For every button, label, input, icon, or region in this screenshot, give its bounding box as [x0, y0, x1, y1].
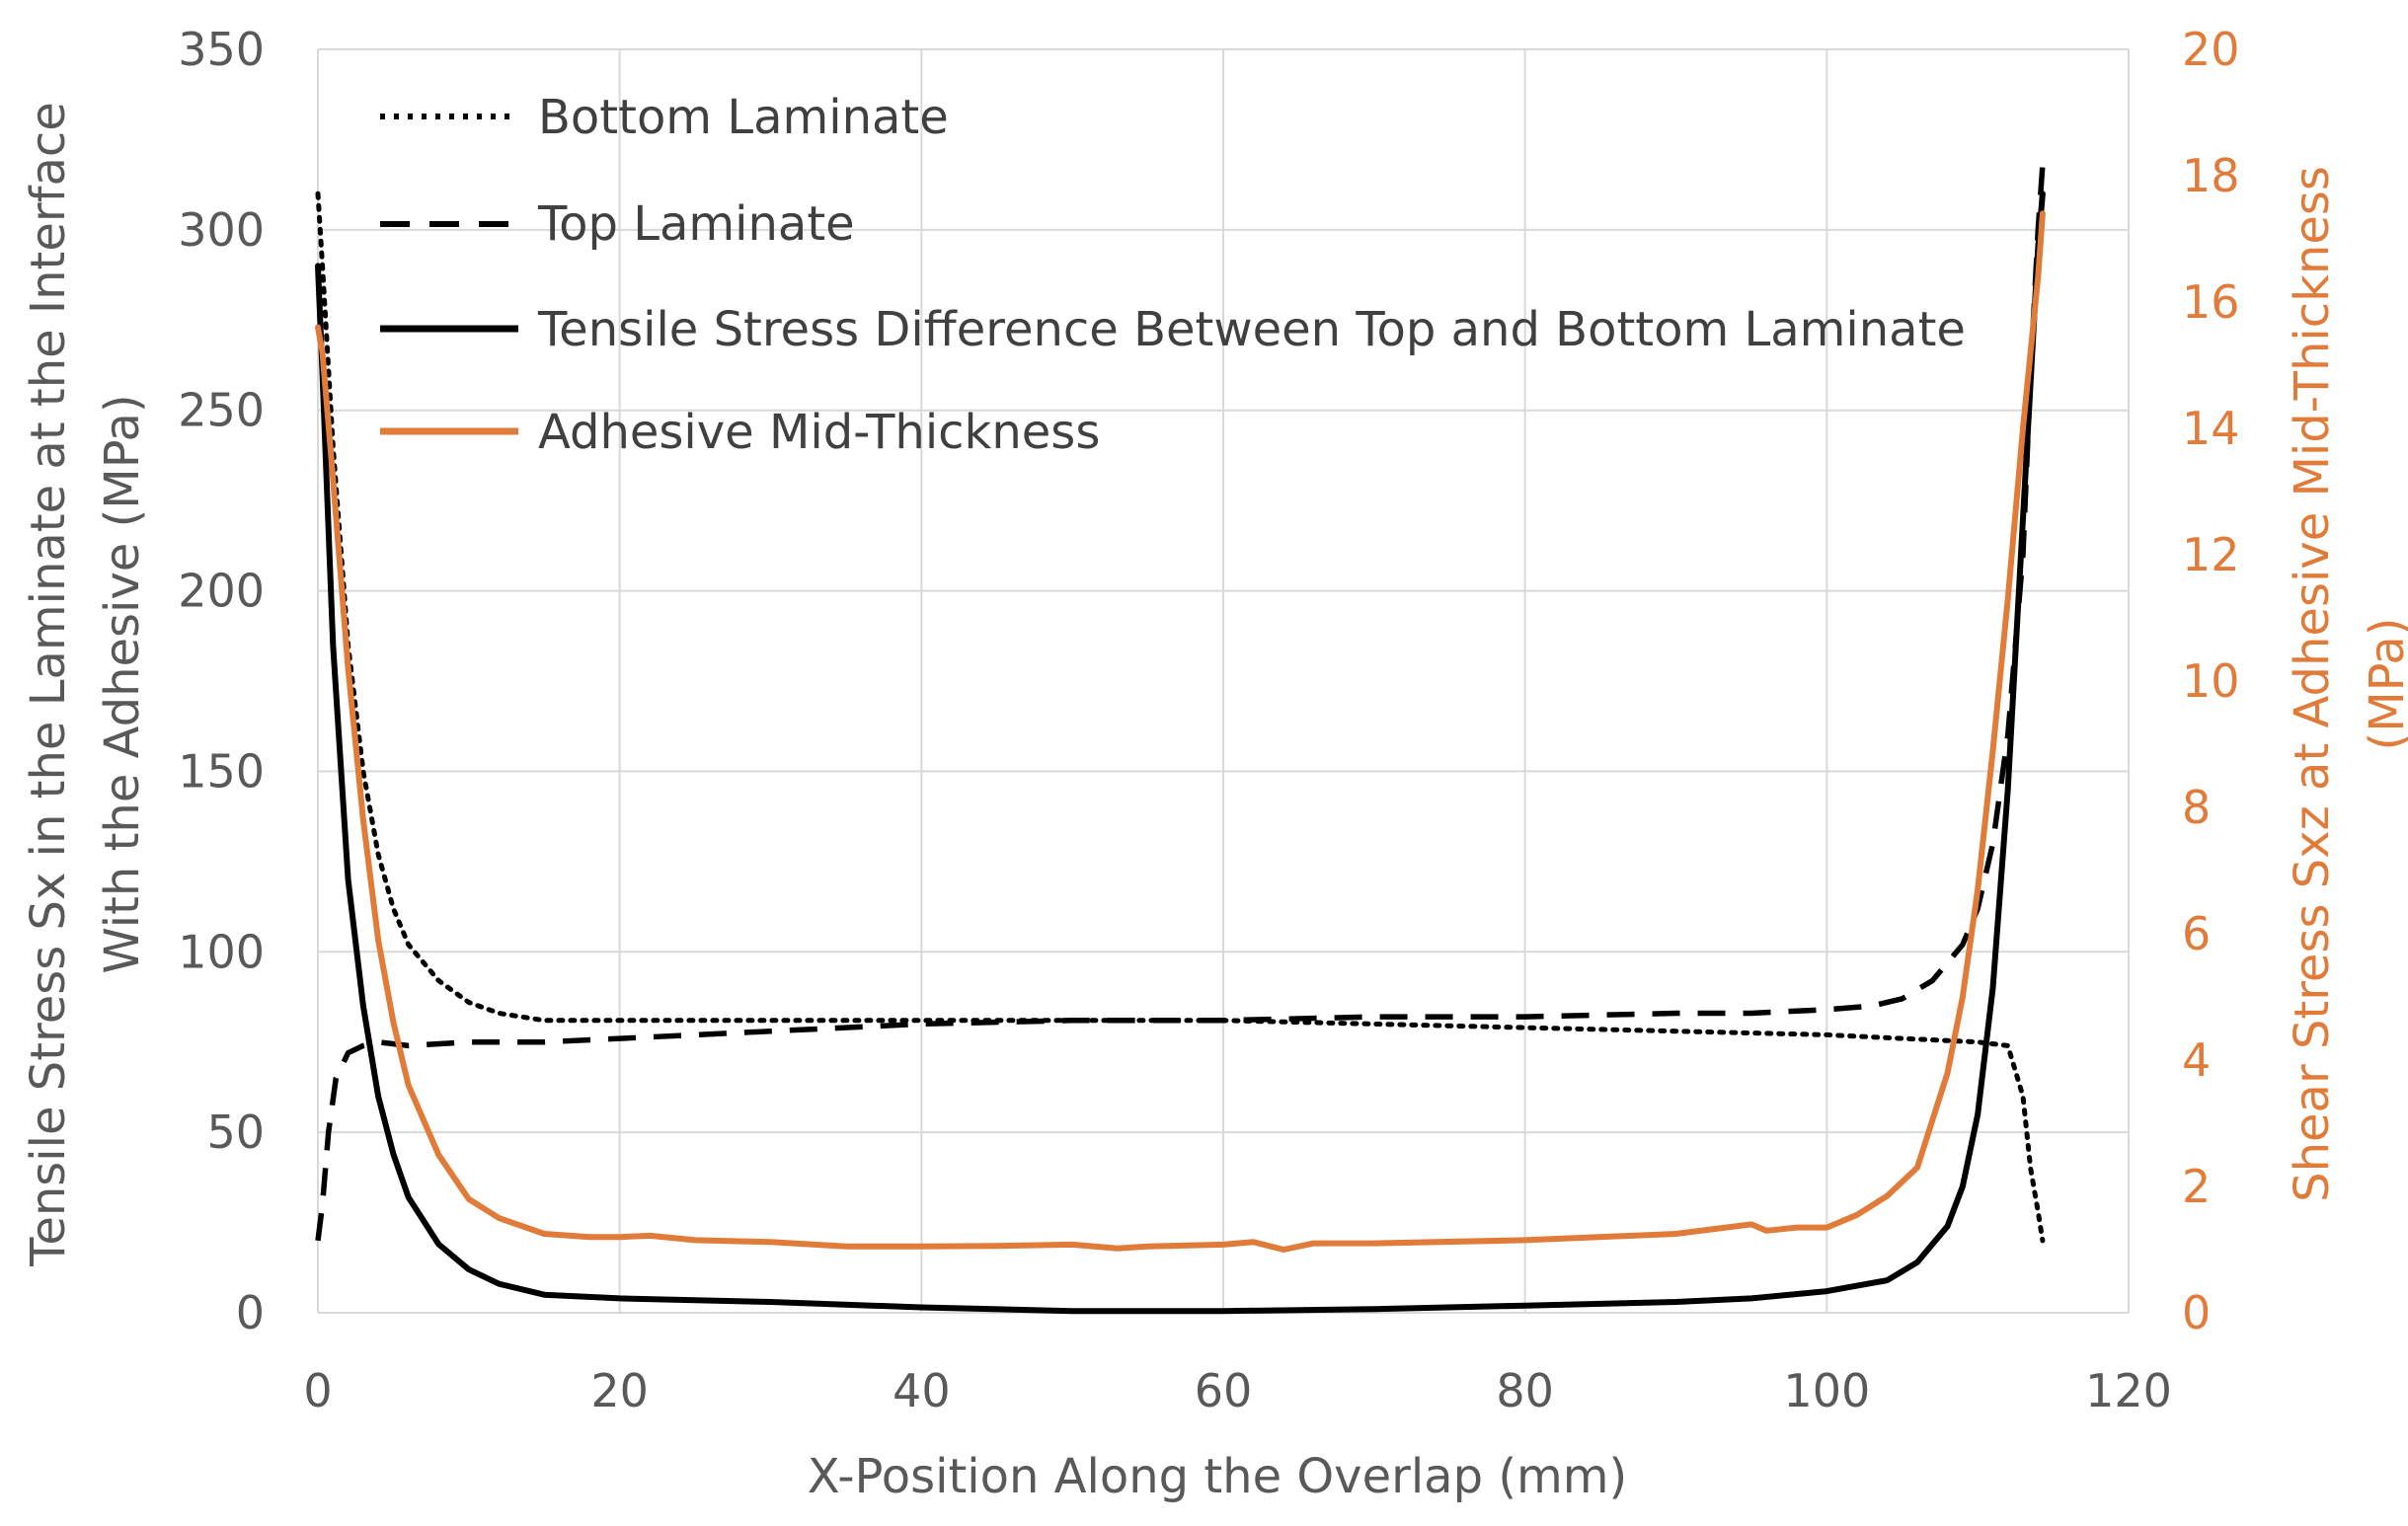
legend-label-bottom-laminate: Bottom Laminate [538, 90, 949, 145]
y2-tick-label: 14 [2182, 402, 2240, 455]
y2-tick-label: 8 [2182, 781, 2211, 834]
y-tick-label: 150 [178, 744, 265, 798]
y-tick-label: 50 [206, 1106, 265, 1159]
x-tick-label: 100 [1783, 1364, 1870, 1417]
x-tick-label: 80 [1496, 1364, 1554, 1417]
series-adhesive-mid-thickness [315, 210, 2046, 1253]
y2-tick-label: 0 [2182, 1286, 2211, 1339]
y-tick-label: 0 [236, 1286, 265, 1339]
grid-lines [317, 48, 2130, 1314]
y2-tick-label: 4 [2182, 1033, 2211, 1087]
legend-label-top-laminate: Top Laminate [537, 196, 855, 252]
y-axis-title-line-2: With the Adhesive (MPa) [95, 394, 150, 973]
y-tick-label: 100 [178, 925, 265, 978]
x-tick-label: 40 [893, 1364, 951, 1417]
y2-tick-label: 2 [2182, 1160, 2211, 1213]
x-axis-title: X-Position Along the Overlap (mm) [808, 1449, 1628, 1504]
series-top-laminate [315, 164, 2046, 1242]
y-tick-label: 300 [178, 203, 265, 257]
y-tick-label: 250 [178, 384, 265, 437]
y2-tick-label: 18 [2182, 149, 2240, 202]
y-tick-label: 350 [178, 23, 265, 76]
x-tick-label: 120 [2085, 1364, 2172, 1417]
x-tick-label: 20 [590, 1364, 649, 1417]
y2-tick-label: 16 [2182, 275, 2240, 329]
y2-axis-title-line-1: Shear Stress Sxz at Adhesive Mid-Thickne… [2285, 166, 2340, 1202]
y2-axis-title-line-2: (MPa) [2360, 617, 2408, 750]
series-layer [315, 164, 2046, 1315]
legend-label-stress-difference: Tensile Stress Difference Between Top an… [537, 302, 1966, 357]
legend: Bottom Laminate Top Laminate Tensile Str… [380, 90, 1966, 460]
x-tick-label: 60 [1195, 1364, 1253, 1417]
y2-tick-label: 20 [2182, 23, 2240, 76]
x-tick-label: 0 [303, 1364, 332, 1417]
y-tick-label: 200 [178, 565, 265, 618]
legend-label-adhesive-mid-thickness: Adhesive Mid-Thickness [538, 405, 1100, 460]
series-bottom-laminate [315, 191, 2046, 1244]
y2-tick-label: 12 [2182, 528, 2240, 581]
series-stress-difference [315, 191, 2046, 1315]
y2-tick-label: 6 [2182, 907, 2211, 960]
y-axis-title-line-1: Tensile Stress Sx in the Laminate at the… [21, 102, 76, 1267]
y2-tick-label: 10 [2182, 654, 2240, 708]
